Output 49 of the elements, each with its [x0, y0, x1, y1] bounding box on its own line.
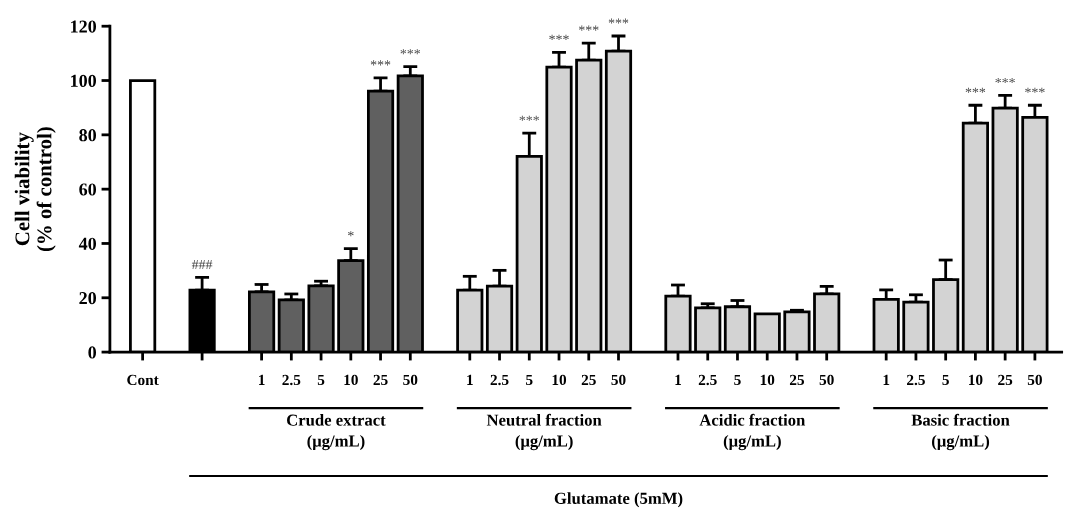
x-tick-label: 2.5 [282, 374, 301, 386]
text: Glutamate (5mM) [554, 492, 683, 508]
x-tick-label: 10 [760, 374, 775, 386]
data-label: *** [370, 60, 391, 66]
x-tick-label: 50 [1027, 374, 1042, 386]
y-tick-label: 120 [71, 20, 97, 33]
y-tick-label: 100 [71, 74, 97, 87]
x-tick-label: 50 [819, 374, 834, 386]
x-tick-label: Cont [127, 374, 159, 386]
x-tick-label: 25 [373, 374, 388, 386]
x-tick-label: 10 [344, 374, 358, 386]
x-tick-label: 1 [258, 374, 265, 385]
x-tick-label: 2.5 [490, 374, 509, 386]
data-label: *** [400, 49, 421, 55]
x-tick-label: 25 [998, 374, 1013, 386]
y-tick-label: 20 [79, 292, 97, 305]
data-label: * [348, 231, 354, 237]
x-tick-label: 2.5 [907, 374, 925, 386]
y-tick-label: 80 [79, 129, 97, 142]
text: Basic fraction (μg/mL) [911, 413, 1010, 451]
y-tick-label: 60 [79, 183, 97, 196]
x-tick-label: 50 [611, 374, 626, 386]
x-tick-label: 1 [883, 374, 890, 385]
data-label: *** [549, 34, 569, 40]
x-tick-label: 5 [317, 374, 325, 386]
x-tick-label: 5 [734, 374, 741, 386]
data-label: *** [995, 77, 1015, 84]
text: Neutral fraction (μg/mL) [486, 413, 602, 451]
x-tick-label: 1 [467, 374, 473, 385]
x-tick-label: 10 [969, 374, 983, 386]
text: Crude extract (μg/mL) [287, 414, 386, 451]
x-tick-label: 1 [675, 374, 682, 385]
text: Acidic fraction (μg/mL) [699, 413, 806, 451]
x-tick-label: 50 [403, 374, 418, 386]
data-label: *** [608, 18, 629, 24]
x-tick-label: 5 [942, 374, 949, 386]
x-tick-label: 10 [552, 374, 567, 386]
x-tick-label: 2.5 [698, 374, 717, 386]
data-label: ### [191, 259, 213, 270]
data-label: *** [1025, 87, 1045, 93]
y-tick-label: 40 [78, 237, 97, 250]
data-label: *** [579, 25, 599, 31]
y-tick-label: 0 [88, 346, 97, 359]
x-tick-label: 25 [789, 374, 805, 386]
y-axis-title: Cell viability (% of control) [14, 127, 56, 252]
x-tick-label: 25 [581, 374, 596, 386]
x-tick-label: 5 [526, 374, 533, 386]
data-label: *** [519, 115, 540, 121]
data-label: *** [965, 87, 986, 93]
